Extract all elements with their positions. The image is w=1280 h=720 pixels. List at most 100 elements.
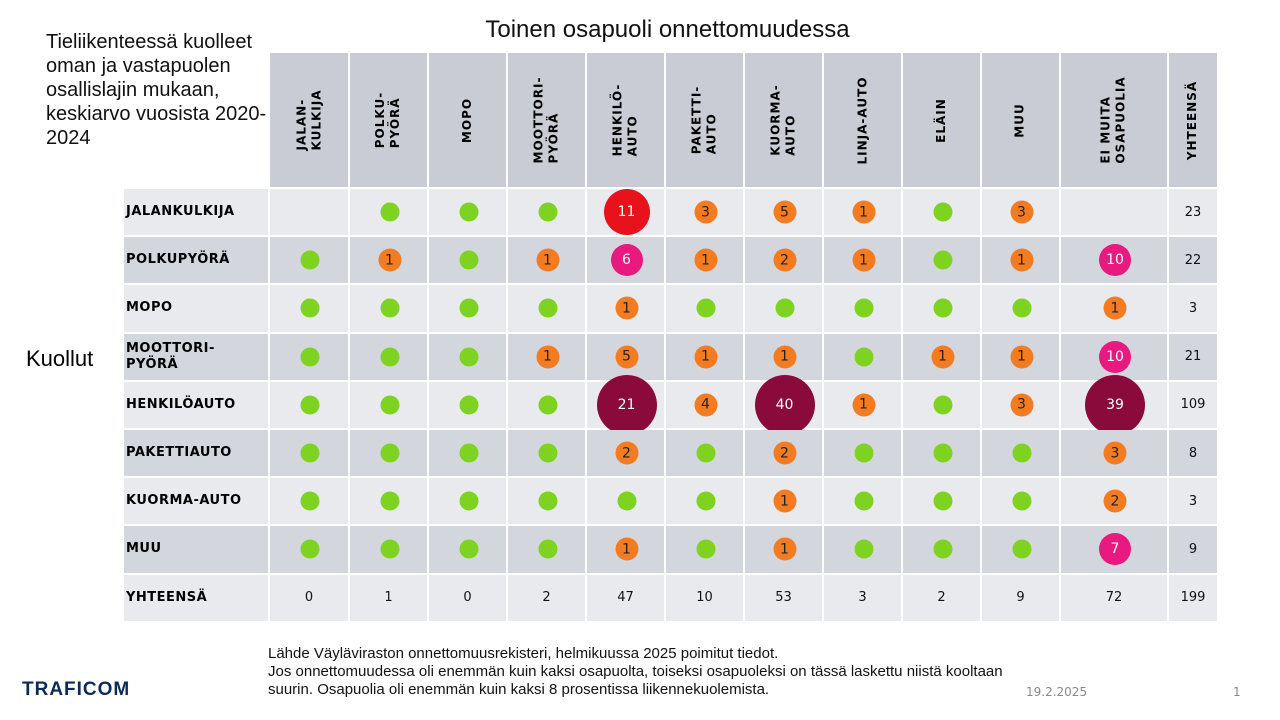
zero-dot bbox=[380, 347, 399, 367]
total-value: 199 bbox=[1180, 590, 1206, 606]
bubble-label: 1 bbox=[780, 348, 789, 365]
bubble-label: 5 bbox=[780, 204, 789, 221]
zero-dot bbox=[1012, 491, 1031, 511]
bubble-label: 1 bbox=[1110, 300, 1120, 317]
cell: 53 bbox=[745, 574, 824, 623]
bubble-label: 7 bbox=[1110, 541, 1120, 558]
cell: 22 bbox=[1169, 237, 1219, 286]
bubble: 7 bbox=[1099, 533, 1131, 566]
zero-dot bbox=[538, 443, 557, 463]
bubble: 1 bbox=[694, 345, 717, 369]
cell bbox=[1061, 189, 1169, 238]
bubble-label: 6 bbox=[622, 252, 631, 269]
bubble: 3 bbox=[1010, 200, 1033, 224]
bubble-label: 21 bbox=[617, 396, 636, 413]
zero-dot bbox=[854, 443, 873, 463]
zero-dot bbox=[380, 298, 399, 318]
cell bbox=[508, 430, 587, 479]
row-label: JALANKULKIJA bbox=[124, 189, 270, 238]
column-header: MOPO bbox=[459, 97, 474, 143]
cell: 109 bbox=[1169, 381, 1219, 430]
cell: 3 bbox=[1169, 285, 1219, 334]
cell bbox=[429, 237, 508, 286]
cell bbox=[350, 333, 429, 382]
cell bbox=[350, 430, 429, 479]
total-value: 72 bbox=[1105, 590, 1123, 606]
cell bbox=[587, 478, 666, 527]
cell: 0 bbox=[429, 574, 508, 623]
bubble-label: 1 bbox=[622, 541, 631, 558]
zero-dot bbox=[1012, 539, 1031, 559]
zero-dot bbox=[538, 491, 557, 511]
column-header: MOOTTORI- PYÖRÄ bbox=[531, 76, 561, 164]
zero-dot bbox=[617, 491, 636, 511]
row-label: MOOTTORI- PYÖRÄ bbox=[124, 333, 270, 382]
column-header: KUORMA- AUTO bbox=[768, 84, 798, 156]
cell: 2 bbox=[745, 237, 824, 286]
zero-dot bbox=[854, 539, 873, 559]
footnote: Lähde Väyläviraston onnettomuusrekisteri… bbox=[268, 645, 1003, 698]
zero-dot bbox=[380, 395, 399, 415]
bubble-label: 1 bbox=[859, 204, 868, 221]
zero-dot bbox=[459, 491, 478, 511]
zero-dot bbox=[775, 298, 794, 318]
zero-dot bbox=[1012, 443, 1031, 463]
cell: 2 bbox=[1061, 478, 1169, 527]
column-header-cell: JALAN- KULKIJA bbox=[270, 53, 350, 189]
bubble-label: 1 bbox=[622, 300, 631, 317]
zero-dot bbox=[300, 347, 320, 367]
date: 19.2.2025 bbox=[1026, 685, 1088, 699]
bubble: 1 bbox=[615, 296, 638, 320]
cell bbox=[824, 478, 903, 527]
column-header-cell: KUORMA- AUTO bbox=[745, 53, 824, 189]
bubble: 1 bbox=[773, 345, 796, 369]
row-label: HENKILÖAUTO bbox=[124, 381, 270, 430]
bubble: 1 bbox=[1010, 345, 1033, 369]
bubble: 2 bbox=[773, 248, 796, 272]
cell: 1 bbox=[982, 237, 1061, 286]
zero-dot bbox=[538, 298, 557, 318]
total-value: 21 bbox=[1184, 349, 1202, 365]
cell: 1 bbox=[824, 237, 903, 286]
bubble-label: 5 bbox=[622, 348, 631, 365]
total-value: 2 bbox=[937, 590, 946, 606]
bubble-label: 1 bbox=[701, 348, 710, 365]
cell bbox=[508, 478, 587, 527]
cell: 6 bbox=[587, 237, 666, 286]
row-label: MOPO bbox=[124, 285, 270, 334]
cell bbox=[508, 526, 587, 575]
total-value: 53 bbox=[775, 590, 792, 606]
cell: 1 bbox=[350, 574, 429, 623]
cell bbox=[666, 478, 745, 527]
cell bbox=[666, 285, 745, 334]
cell bbox=[903, 285, 982, 334]
cell bbox=[350, 478, 429, 527]
zero-dot bbox=[300, 250, 320, 270]
cell bbox=[982, 478, 1061, 527]
cell: 3 bbox=[982, 381, 1061, 430]
cell: 3 bbox=[824, 574, 903, 623]
bubble: 1 bbox=[852, 393, 875, 417]
cell: 1 bbox=[1061, 285, 1169, 334]
zero-dot bbox=[459, 539, 478, 559]
cell bbox=[666, 430, 745, 479]
column-header: HENKILÖ- AUTO bbox=[610, 83, 640, 157]
bubble: 1 bbox=[1010, 248, 1033, 272]
bubble: 1 bbox=[773, 489, 796, 513]
column-header-cell: ELÄIN bbox=[903, 53, 982, 189]
bubble-label: 1 bbox=[543, 348, 552, 365]
cell bbox=[824, 430, 903, 479]
bubble-label: 3 bbox=[701, 204, 710, 221]
cell bbox=[666, 526, 745, 575]
zero-dot bbox=[933, 443, 952, 463]
cell bbox=[429, 189, 508, 238]
cell: 9 bbox=[982, 574, 1061, 623]
cell: 0 bbox=[270, 574, 350, 623]
bubble: 5 bbox=[773, 200, 796, 224]
cell: 5 bbox=[745, 189, 824, 238]
cell: 11 bbox=[587, 189, 666, 238]
total-value: 22 bbox=[1184, 252, 1202, 268]
bubble: 1 bbox=[1103, 296, 1127, 320]
bubble: 1 bbox=[694, 248, 717, 272]
cell bbox=[903, 430, 982, 479]
